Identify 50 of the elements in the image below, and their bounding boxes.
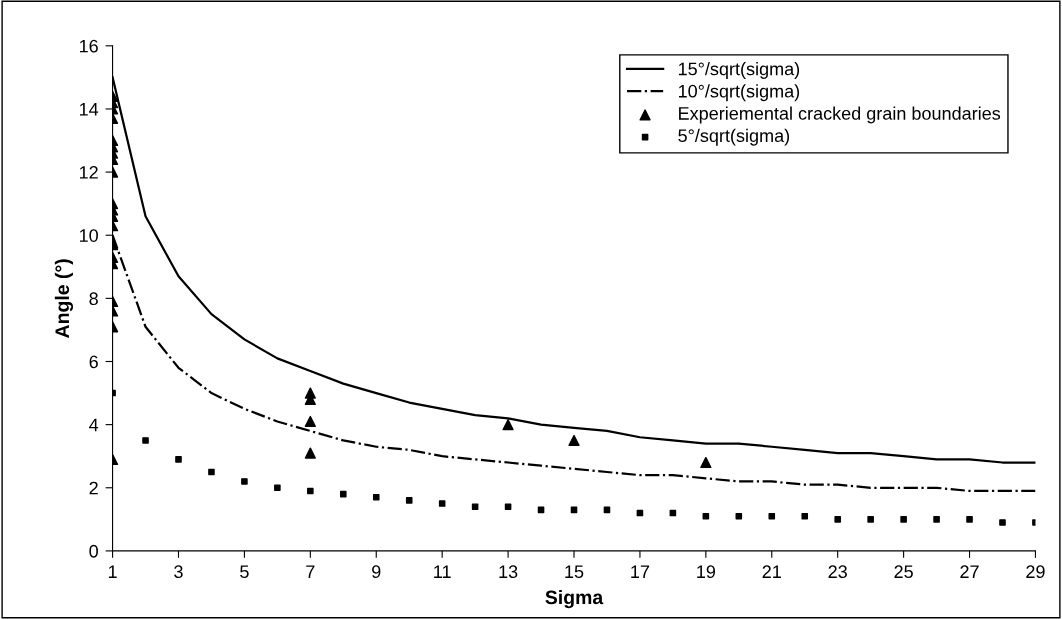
x-tick-label: 19 <box>697 565 716 579</box>
point <box>999 519 1006 526</box>
x-tick-label: 13 <box>499 565 518 579</box>
legend-label: 15°/sqrt(sigma) <box>678 62 800 79</box>
x-tick-label: 21 <box>762 565 781 578</box>
point <box>175 456 182 463</box>
point <box>834 516 841 523</box>
point <box>768 512 776 520</box>
legend-label: Experiemental cracked grain boundaries <box>679 106 1001 124</box>
x-tick-label: 1 <box>108 565 117 578</box>
x-tick-label: 3 <box>174 565 183 579</box>
point <box>966 516 973 523</box>
point <box>208 468 215 476</box>
x-tick-label: 23 <box>828 565 847 579</box>
point <box>933 516 940 523</box>
point <box>438 500 446 507</box>
legend-label: 10°/sqrt(sigma) <box>678 84 800 102</box>
point <box>339 490 347 498</box>
x-tick-label: 25 <box>894 565 913 579</box>
x-tick-label: 9 <box>372 565 381 579</box>
y-tick-label: 0 <box>89 544 98 558</box>
y-tick-label: 10 <box>79 229 98 242</box>
point <box>471 503 479 511</box>
y-tick-label: 4 <box>89 418 99 432</box>
point <box>900 516 907 523</box>
x-axis-title: Sigma <box>545 589 604 609</box>
y-tick-label: 12 <box>79 166 98 179</box>
y-tick-label: 8 <box>89 292 98 306</box>
point <box>307 487 314 495</box>
point <box>241 478 248 485</box>
x-tick-label: 7 <box>306 565 315 578</box>
point <box>867 516 874 523</box>
y-tick-label: 16 <box>79 39 98 53</box>
x-tick-label: 11 <box>434 565 451 578</box>
y-axis-title: Angle (°) <box>54 259 74 338</box>
point <box>405 497 413 504</box>
point <box>801 512 809 520</box>
point <box>142 437 149 444</box>
x-tick-label: 15 <box>565 565 584 579</box>
y-tick-label: 2 <box>89 481 98 495</box>
y-tick-label: 14 <box>79 103 99 116</box>
point <box>372 493 380 501</box>
x-tick-label: 5 <box>240 565 249 579</box>
point <box>504 503 512 511</box>
y-tick-label: 6 <box>89 355 98 369</box>
point <box>274 484 281 492</box>
x-tick-label: 27 <box>960 565 979 578</box>
x-tick-label: 29 <box>1026 565 1045 579</box>
x-tick-label: 17 <box>631 565 650 578</box>
legend-label: 5°/sqrt(sigma) <box>678 128 790 146</box>
